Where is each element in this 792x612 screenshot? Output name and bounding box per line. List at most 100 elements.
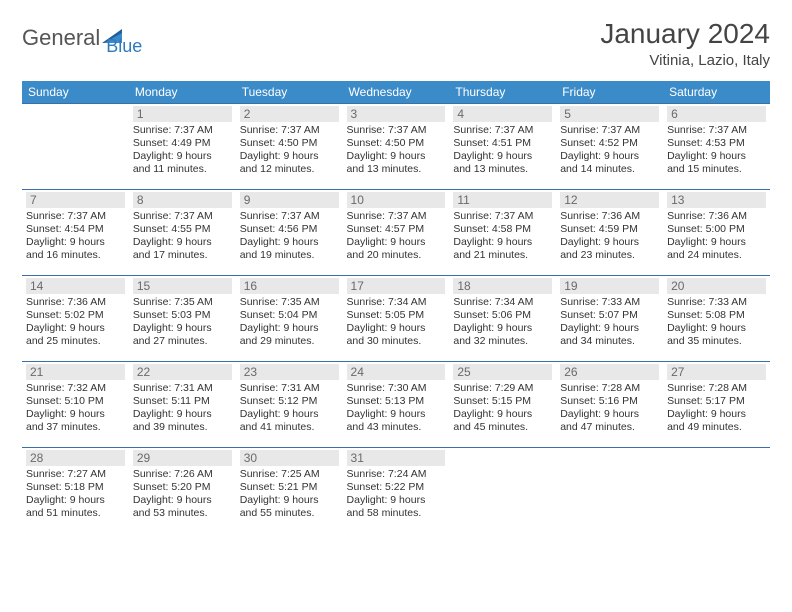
day-details: Sunrise: 7:34 AMSunset: 5:05 PMDaylight:… <box>347 296 446 349</box>
day-details: Sunrise: 7:37 AMSunset: 4:51 PMDaylight:… <box>453 124 552 177</box>
weekday-header: Sunday <box>22 81 129 104</box>
calendar-day-cell: 25 Sunrise: 7:29 AMSunset: 5:15 PMDayligh… <box>449 362 556 448</box>
title-block: January 2024 Vitinia, Lazio, Italy <box>600 18 770 69</box>
calendar-day-cell <box>663 448 770 534</box>
day-number: 5 <box>560 106 659 122</box>
day-details: Sunrise: 7:28 AMSunset: 5:16 PMDaylight:… <box>560 382 659 435</box>
day-number: 27 <box>667 364 766 380</box>
day-details: Sunrise: 7:27 AMSunset: 5:18 PMDaylight:… <box>26 468 125 521</box>
calendar-day-cell: 8Sunrise: 7:37 AMSunset: 4:55 PMDaylight… <box>129 190 236 276</box>
day-details: Sunrise: 7:34 AMSunset: 5:06 PMDaylight:… <box>453 296 552 349</box>
day-number: 12 <box>560 192 659 208</box>
calendar-week-row: 14Sunrise: 7:36 AMSunset: 5:02 PMDayligh… <box>22 276 770 362</box>
calendar-day-cell: 16Sunrise: 7:35 AMSunset: 5:04 PMDayligh… <box>236 276 343 362</box>
weekday-header: Saturday <box>663 81 770 104</box>
day-number: 22 <box>133 364 232 380</box>
calendar-day-cell: 31 Sunrise: 7:24 AMSunset: 5:22 PMDayligh… <box>343 448 450 534</box>
calendar-day-cell: 13 Sunrise: 7:36 AMSunset: 5:00 PMDayligh… <box>663 190 770 276</box>
day-details: Sunrise: 7:28 AMSunset: 5:17 PMDaylight:… <box>667 382 766 435</box>
calendar-day-cell: 27 Sunrise: 7:28 AMSunset: 5:17 PMDayligh… <box>663 362 770 448</box>
day-details: Sunrise: 7:24 AMSunset: 5:22 PMDaylight:… <box>347 468 446 521</box>
day-details: Sunrise: 7:37 AMSunset: 4:57 PMDaylight:… <box>347 210 446 263</box>
day-number: 7 <box>26 192 125 208</box>
logo-text-blue: Blue <box>106 36 142 57</box>
day-details: Sunrise: 7:26 AMSunset: 5:20 PMDaylight:… <box>133 468 232 521</box>
day-number: 26 <box>560 364 659 380</box>
month-title: January 2024 <box>600 18 770 50</box>
logo-text-general: General <box>22 25 100 51</box>
weekday-header-row: Sunday Monday Tuesday Wednesday Thursday… <box>22 81 770 104</box>
calendar-day-cell: 1 Sunrise: 7:37 AMSunset: 4:49 PMDaylight… <box>129 104 236 190</box>
weekday-header: Thursday <box>449 81 556 104</box>
calendar-day-cell <box>449 448 556 534</box>
calendar-week-row: 28 Sunrise: 7:27 AMSunset: 5:18 PMDayligh… <box>22 448 770 534</box>
day-details: Sunrise: 7:37 AMSunset: 4:50 PMDaylight:… <box>240 124 339 177</box>
calendar-week-row: 1 Sunrise: 7:37 AMSunset: 4:49 PMDaylight… <box>22 104 770 190</box>
calendar-day-cell: 26 Sunrise: 7:28 AMSunset: 5:16 PMDayligh… <box>556 362 663 448</box>
calendar-day-cell <box>556 448 663 534</box>
day-number: 21 <box>26 364 125 380</box>
calendar-day-cell: 29 Sunrise: 7:26 AMSunset: 5:20 PMDayligh… <box>129 448 236 534</box>
day-details: Sunrise: 7:30 AMSunset: 5:13 PMDaylight:… <box>347 382 446 435</box>
logo: General Blue <box>22 18 142 57</box>
calendar-day-cell: 7 Sunrise: 7:37 AMSunset: 4:54 PMDaylight… <box>22 190 129 276</box>
calendar-day-cell <box>22 104 129 190</box>
calendar-day-cell: 10 Sunrise: 7:37 AMSunset: 4:57 PMDayligh… <box>343 190 450 276</box>
calendar-day-cell: 23Sunrise: 7:31 AMSunset: 5:12 PMDayligh… <box>236 362 343 448</box>
day-number: 9 <box>240 192 339 208</box>
day-number: 18 <box>453 278 552 294</box>
day-number: 31 <box>347 450 446 466</box>
day-number: 20 <box>667 278 766 294</box>
day-number: 8 <box>133 192 232 208</box>
day-number: 28 <box>26 450 125 466</box>
calendar-day-cell: 24Sunrise: 7:30 AMSunset: 5:13 PMDayligh… <box>343 362 450 448</box>
calendar-day-cell: 19Sunrise: 7:33 AMSunset: 5:07 PMDayligh… <box>556 276 663 362</box>
day-details: Sunrise: 7:25 AMSunset: 5:21 PMDaylight:… <box>240 468 339 521</box>
day-details: Sunrise: 7:37 AMSunset: 4:52 PMDaylight:… <box>560 124 659 177</box>
calendar-day-cell: 9 Sunrise: 7:37 AMSunset: 4:56 PMDaylight… <box>236 190 343 276</box>
calendar-day-cell: 6 Sunrise: 7:37 AMSunset: 4:53 PMDaylight… <box>663 104 770 190</box>
calendar-day-cell: 5 Sunrise: 7:37 AMSunset: 4:52 PMDaylight… <box>556 104 663 190</box>
day-details: Sunrise: 7:33 AMSunset: 5:08 PMDaylight:… <box>667 296 766 349</box>
day-details: Sunrise: 7:36 AMSunset: 4:59 PMDaylight:… <box>560 210 659 263</box>
day-details: Sunrise: 7:33 AMSunset: 5:07 PMDaylight:… <box>560 296 659 349</box>
day-number: 16 <box>240 278 339 294</box>
day-details: Sunrise: 7:31 AMSunset: 5:11 PMDaylight:… <box>133 382 232 435</box>
day-number: 6 <box>667 106 766 122</box>
day-number: 25 <box>453 364 552 380</box>
day-number: 14 <box>26 278 125 294</box>
calendar-day-cell: 20 Sunrise: 7:33 AMSunset: 5:08 PMDayligh… <box>663 276 770 362</box>
day-details: Sunrise: 7:35 AMSunset: 5:03 PMDaylight:… <box>133 296 232 349</box>
calendar-week-row: 21Sunrise: 7:32 AMSunset: 5:10 PMDayligh… <box>22 362 770 448</box>
day-details: Sunrise: 7:37 AMSunset: 4:50 PMDaylight:… <box>347 124 446 177</box>
day-number: 4 <box>453 106 552 122</box>
calendar-day-cell: 2Sunrise: 7:37 AMSunset: 4:50 PMDaylight… <box>236 104 343 190</box>
weekday-header: Monday <box>129 81 236 104</box>
day-number: 29 <box>133 450 232 466</box>
day-details: Sunrise: 7:29 AMSunset: 5:15 PMDaylight:… <box>453 382 552 435</box>
calendar-day-cell: 22 Sunrise: 7:31 AMSunset: 5:11 PMDayligh… <box>129 362 236 448</box>
day-number: 10 <box>347 192 446 208</box>
weekday-header: Tuesday <box>236 81 343 104</box>
day-number: 17 <box>347 278 446 294</box>
weekday-header: Wednesday <box>343 81 450 104</box>
calendar-day-cell: 28 Sunrise: 7:27 AMSunset: 5:18 PMDayligh… <box>22 448 129 534</box>
day-details: Sunrise: 7:37 AMSunset: 4:54 PMDaylight:… <box>26 210 125 263</box>
calendar-day-cell: 21Sunrise: 7:32 AMSunset: 5:10 PMDayligh… <box>22 362 129 448</box>
weekday-header: Friday <box>556 81 663 104</box>
header: General Blue January 2024 Vitinia, Lazio… <box>22 18 770 69</box>
calendar-table: Sunday Monday Tuesday Wednesday Thursday… <box>22 81 770 534</box>
calendar-day-cell: 4 Sunrise: 7:37 AMSunset: 4:51 PMDaylight… <box>449 104 556 190</box>
day-details: Sunrise: 7:37 AMSunset: 4:56 PMDaylight:… <box>240 210 339 263</box>
day-details: Sunrise: 7:37 AMSunset: 4:53 PMDaylight:… <box>667 124 766 177</box>
calendar-day-cell: 12 Sunrise: 7:36 AMSunset: 4:59 PMDayligh… <box>556 190 663 276</box>
day-number: 1 <box>133 106 232 122</box>
calendar-week-row: 7 Sunrise: 7:37 AMSunset: 4:54 PMDaylight… <box>22 190 770 276</box>
calendar-day-cell: 17 Sunrise: 7:34 AMSunset: 5:05 PMDayligh… <box>343 276 450 362</box>
day-number: 13 <box>667 192 766 208</box>
day-number: 15 <box>133 278 232 294</box>
day-number: 11 <box>453 192 552 208</box>
day-details: Sunrise: 7:37 AMSunset: 4:49 PMDaylight:… <box>133 124 232 177</box>
calendar-day-cell: 11Sunrise: 7:37 AMSunset: 4:58 PMDayligh… <box>449 190 556 276</box>
day-details: Sunrise: 7:36 AMSunset: 5:00 PMDaylight:… <box>667 210 766 263</box>
